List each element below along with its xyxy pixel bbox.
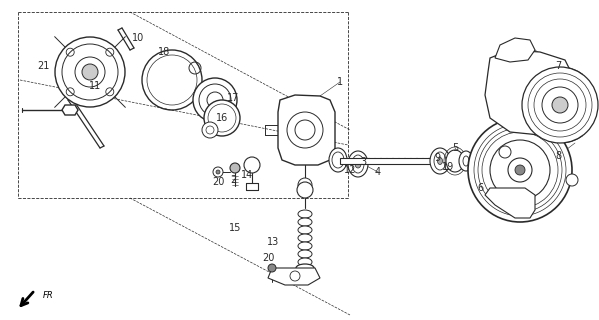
Circle shape — [522, 67, 598, 143]
Ellipse shape — [446, 150, 464, 172]
Circle shape — [297, 182, 313, 198]
Ellipse shape — [298, 242, 312, 250]
Circle shape — [508, 158, 532, 182]
Polygon shape — [485, 188, 535, 218]
Circle shape — [490, 140, 550, 200]
Text: 2: 2 — [230, 175, 236, 185]
Text: 14: 14 — [241, 170, 253, 180]
Text: 6: 6 — [477, 183, 483, 193]
Ellipse shape — [298, 258, 312, 266]
Circle shape — [202, 122, 218, 138]
Text: 16: 16 — [216, 113, 228, 123]
Text: 8: 8 — [555, 151, 561, 161]
Text: 3: 3 — [360, 157, 366, 167]
Text: 21: 21 — [37, 61, 49, 71]
Circle shape — [216, 170, 220, 174]
Ellipse shape — [329, 148, 347, 172]
Circle shape — [55, 37, 125, 107]
Polygon shape — [340, 158, 440, 164]
Polygon shape — [278, 95, 335, 165]
Ellipse shape — [296, 264, 314, 272]
Circle shape — [204, 100, 240, 136]
Ellipse shape — [298, 210, 312, 218]
Polygon shape — [485, 50, 575, 135]
Text: 13: 13 — [267, 237, 279, 247]
Text: FR: FR — [43, 291, 54, 300]
Text: 20: 20 — [262, 253, 274, 263]
Ellipse shape — [348, 151, 368, 177]
Text: 1: 1 — [337, 77, 343, 87]
Circle shape — [230, 163, 240, 173]
Text: 10: 10 — [132, 33, 144, 43]
Polygon shape — [268, 268, 320, 285]
Circle shape — [468, 118, 572, 222]
Circle shape — [268, 264, 276, 272]
Text: 4: 4 — [375, 167, 381, 177]
Text: 18: 18 — [158, 47, 170, 57]
Text: 9: 9 — [434, 153, 440, 163]
Circle shape — [298, 178, 312, 192]
Ellipse shape — [355, 160, 361, 168]
Circle shape — [213, 167, 223, 177]
Text: 19: 19 — [442, 162, 454, 172]
Ellipse shape — [298, 226, 312, 234]
Text: 15: 15 — [229, 223, 241, 233]
Text: 12: 12 — [344, 165, 356, 175]
Polygon shape — [62, 105, 78, 115]
Polygon shape — [495, 38, 535, 62]
Text: 20: 20 — [212, 177, 224, 187]
Ellipse shape — [298, 234, 312, 242]
Ellipse shape — [459, 151, 473, 171]
Text: 17: 17 — [227, 93, 239, 103]
Ellipse shape — [437, 157, 443, 164]
Text: 11: 11 — [89, 81, 101, 91]
Text: 5: 5 — [452, 143, 458, 153]
Circle shape — [515, 165, 525, 175]
Text: 7: 7 — [555, 61, 561, 71]
Circle shape — [244, 157, 260, 173]
Ellipse shape — [298, 218, 312, 226]
Circle shape — [82, 64, 98, 80]
Circle shape — [499, 146, 511, 158]
Circle shape — [566, 174, 578, 186]
Circle shape — [193, 78, 237, 122]
Ellipse shape — [430, 148, 450, 174]
Ellipse shape — [298, 250, 312, 258]
Circle shape — [552, 97, 568, 113]
